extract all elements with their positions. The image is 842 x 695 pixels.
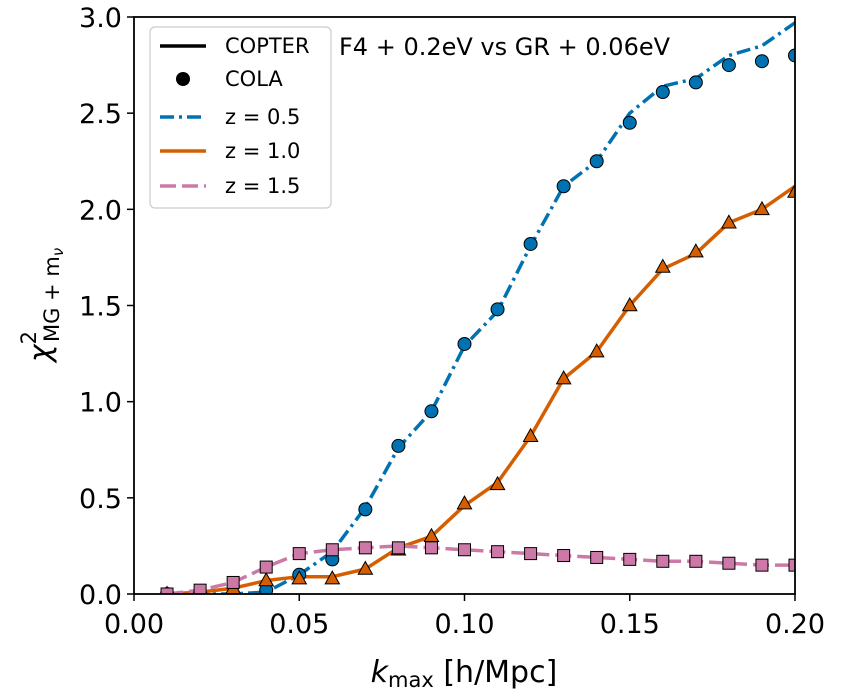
series-markers bbox=[160, 48, 795, 594]
legend-label: COPTER bbox=[225, 34, 310, 58]
x-axis-unit: [h/Mpc] bbox=[434, 655, 558, 690]
cola-point bbox=[788, 48, 795, 63]
cola-point bbox=[259, 560, 273, 574]
legend-label: COLA bbox=[225, 67, 283, 91]
x-tick-label: 0.05 bbox=[269, 609, 329, 640]
y-tick-label: 0.5 bbox=[79, 484, 122, 515]
cola-point bbox=[258, 572, 275, 587]
cola-point bbox=[424, 404, 439, 419]
cola-point bbox=[358, 502, 373, 517]
x-tick-label: 0.15 bbox=[600, 609, 660, 640]
cola-point bbox=[357, 560, 374, 575]
cola-point bbox=[787, 183, 795, 198]
legend-marker-swatch bbox=[176, 72, 190, 86]
cola-point bbox=[688, 75, 703, 90]
cola-point bbox=[755, 558, 769, 572]
y-tick-label: 1.5 bbox=[79, 292, 122, 323]
cola-point bbox=[489, 475, 506, 491]
cola-point bbox=[193, 583, 207, 594]
cola-point bbox=[655, 85, 670, 100]
y-tick-label: 2.5 bbox=[79, 99, 122, 130]
cola-point bbox=[555, 370, 572, 385]
cola-point bbox=[524, 547, 538, 561]
cola-point bbox=[720, 214, 737, 229]
cola-point bbox=[292, 547, 306, 561]
cola-point bbox=[687, 243, 704, 258]
x-axis-label: kmax [h/Mpc] bbox=[371, 655, 558, 692]
cola-point bbox=[291, 570, 308, 585]
legend-box bbox=[149, 26, 332, 209]
legend-label: z = 1.5 bbox=[225, 174, 300, 198]
cola-point bbox=[590, 550, 604, 564]
cola-point bbox=[689, 554, 703, 568]
cola-point bbox=[588, 343, 605, 358]
cola-point bbox=[788, 558, 795, 572]
cola-point bbox=[325, 543, 339, 557]
y-tick-label: 2.0 bbox=[79, 195, 122, 226]
cola-point bbox=[721, 58, 736, 73]
legend: COPTER COLA z = 0.5 z = 1.0 z = 1.5 bbox=[149, 26, 332, 209]
legend-label: z = 0.5 bbox=[225, 105, 300, 129]
cola-point bbox=[753, 200, 770, 216]
cola-point bbox=[160, 587, 174, 594]
cola-point bbox=[556, 179, 571, 194]
cola-point bbox=[458, 543, 471, 557]
legend-entry: COLA bbox=[176, 67, 283, 91]
cola-point bbox=[656, 554, 670, 568]
legend-entry: z = 1.0 bbox=[160, 139, 300, 163]
legend-label: z = 1.0 bbox=[225, 139, 300, 163]
cola-point bbox=[623, 552, 637, 566]
cola-point bbox=[491, 545, 505, 559]
cola-point bbox=[226, 575, 240, 589]
cola-point bbox=[522, 427, 539, 443]
y-tick-label: 0.0 bbox=[79, 580, 122, 611]
cola-markers-series-3 bbox=[160, 541, 795, 594]
x-tick-label: 0.20 bbox=[765, 609, 825, 640]
cola-point bbox=[589, 154, 604, 169]
cola-point bbox=[722, 556, 736, 570]
series-layer bbox=[160, 21, 795, 594]
y-tick-label: 1.0 bbox=[79, 388, 122, 419]
cola-point bbox=[621, 296, 638, 312]
cola-point bbox=[654, 258, 671, 273]
x-tick-label: 0.10 bbox=[434, 609, 494, 640]
x-tick-label: 0.00 bbox=[104, 609, 164, 640]
legend-entry: z = 0.5 bbox=[160, 105, 300, 129]
cola-point bbox=[456, 495, 473, 510]
cola-point bbox=[457, 336, 472, 351]
cola-point bbox=[324, 570, 341, 585]
cola-point bbox=[391, 438, 406, 453]
cola-point bbox=[523, 236, 538, 251]
cola-point bbox=[557, 549, 571, 563]
cola-point bbox=[490, 302, 505, 317]
axis-ticks: 0.00 0.05 0.10 0.15 0.20 0.0 0.5 1.0 1.5 2.0 2.5 3.… bbox=[79, 3, 825, 640]
cola-point bbox=[391, 541, 405, 555]
cola-point bbox=[754, 54, 769, 69]
cola-point bbox=[622, 115, 637, 130]
y-tick-label: 3.0 bbox=[79, 3, 122, 34]
y-axis-label: χ2MG + mν bbox=[17, 248, 67, 364]
cola-point bbox=[424, 541, 438, 555]
legend-entry: z = 1.5 bbox=[160, 174, 300, 198]
legend-entry: COPTER bbox=[160, 34, 310, 58]
cola-point bbox=[358, 541, 372, 555]
chart-title: F4 + 0.2eV vs GR + 0.06eV bbox=[339, 33, 671, 61]
